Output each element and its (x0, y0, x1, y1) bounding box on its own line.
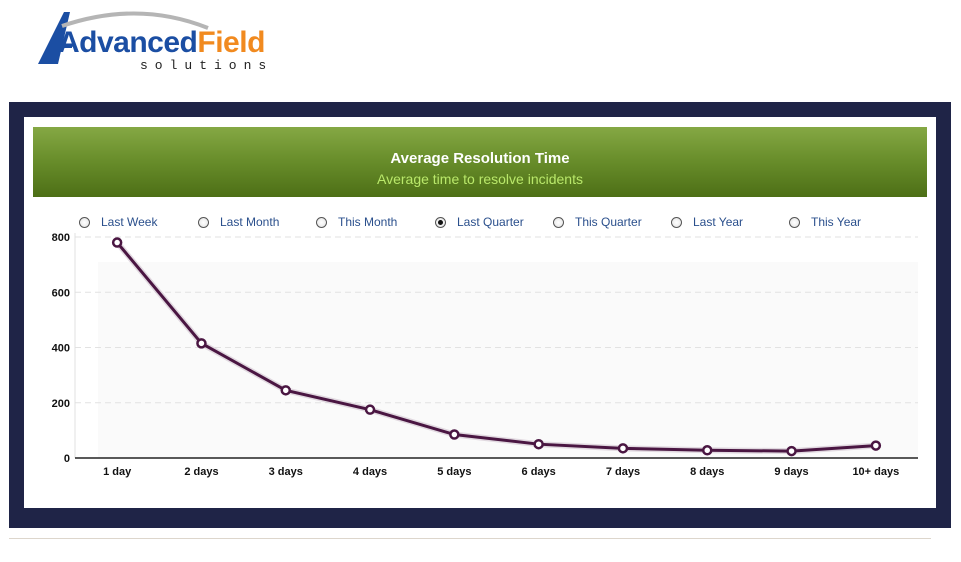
x-tick-label: 3 days (269, 466, 303, 478)
logo-word-advanced: Advanced (58, 26, 198, 59)
x-tick-label: 5 days (437, 466, 471, 478)
range-option-this-year[interactable]: This Year (789, 212, 861, 232)
chart-subtitle: Average time to resolve incidents (377, 171, 583, 187)
radio-icon[interactable] (789, 216, 800, 228)
logo-wordmark: AdvancedField (58, 26, 265, 60)
x-tick-label: 8 days (690, 466, 724, 478)
range-option-label[interactable]: Last Month (220, 215, 280, 229)
radio-icon[interactable] (671, 216, 682, 228)
x-tick-label: 4 days (353, 466, 387, 478)
range-option-label[interactable]: Last Week (101, 215, 158, 229)
y-tick-label: 200 (52, 398, 70, 410)
data-point (449, 429, 460, 440)
company-logo: AdvancedField solutions (18, 6, 288, 73)
range-option-this-month[interactable]: This Month (316, 212, 397, 232)
data-point (533, 438, 544, 450)
x-tick-label: 7 days (606, 466, 640, 478)
x-tick-label: 1 day (103, 466, 132, 478)
range-selector: Last Week Last Month This Month Last Qua… (0, 212, 961, 232)
logo-swoosh-icon (38, 11, 209, 64)
data-point (364, 404, 376, 415)
data-point (617, 443, 629, 454)
x-tick-label: 10+ days (852, 466, 899, 478)
range-option-label[interactable]: This Quarter (575, 215, 642, 229)
logo-tagline: solutions (140, 58, 274, 73)
range-option-last-month[interactable]: Last Month (198, 212, 279, 232)
range-option-last-year[interactable]: Last Year (671, 212, 743, 232)
data-point (280, 385, 291, 396)
range-option-last-week[interactable]: Last Week (79, 212, 157, 232)
chart-title: Average Resolution Time (390, 150, 570, 167)
x-tick-label: 6 days (522, 466, 556, 478)
x-tick-label: 2 days (184, 466, 218, 478)
series-line (115, 241, 876, 453)
plot-background (98, 262, 918, 458)
logo-word-field: Field (197, 26, 265, 59)
radio-icon[interactable] (198, 216, 209, 228)
chart-header: Average Resolution Time Average time to … (33, 127, 927, 197)
y-tick-label: 400 (52, 343, 70, 355)
range-option-label[interactable]: Last Quarter (457, 215, 524, 229)
x-tick-label: 9 days (774, 466, 808, 478)
y-tick-label: 600 (52, 287, 70, 299)
radio-icon[interactable] (79, 216, 90, 228)
y-tick-label: 0 (64, 453, 70, 465)
radio-icon[interactable] (316, 216, 327, 228)
range-option-this-quarter[interactable]: This Quarter (553, 212, 642, 232)
range-option-last-quarter[interactable]: Last Quarter (435, 212, 524, 232)
range-option-label[interactable]: This Month (338, 215, 398, 229)
range-option-label[interactable]: This Year (811, 215, 862, 229)
range-option-label[interactable]: Last Year (693, 215, 744, 229)
data-point (786, 445, 797, 457)
data-point (702, 445, 713, 456)
radio-icon[interactable] (435, 216, 446, 228)
data-point (111, 237, 123, 248)
radio-icon[interactable] (553, 216, 564, 228)
page-divider (9, 538, 931, 539)
y-tick-label: 800 (52, 232, 70, 244)
data-point (870, 440, 882, 451)
data-point (196, 338, 207, 349)
